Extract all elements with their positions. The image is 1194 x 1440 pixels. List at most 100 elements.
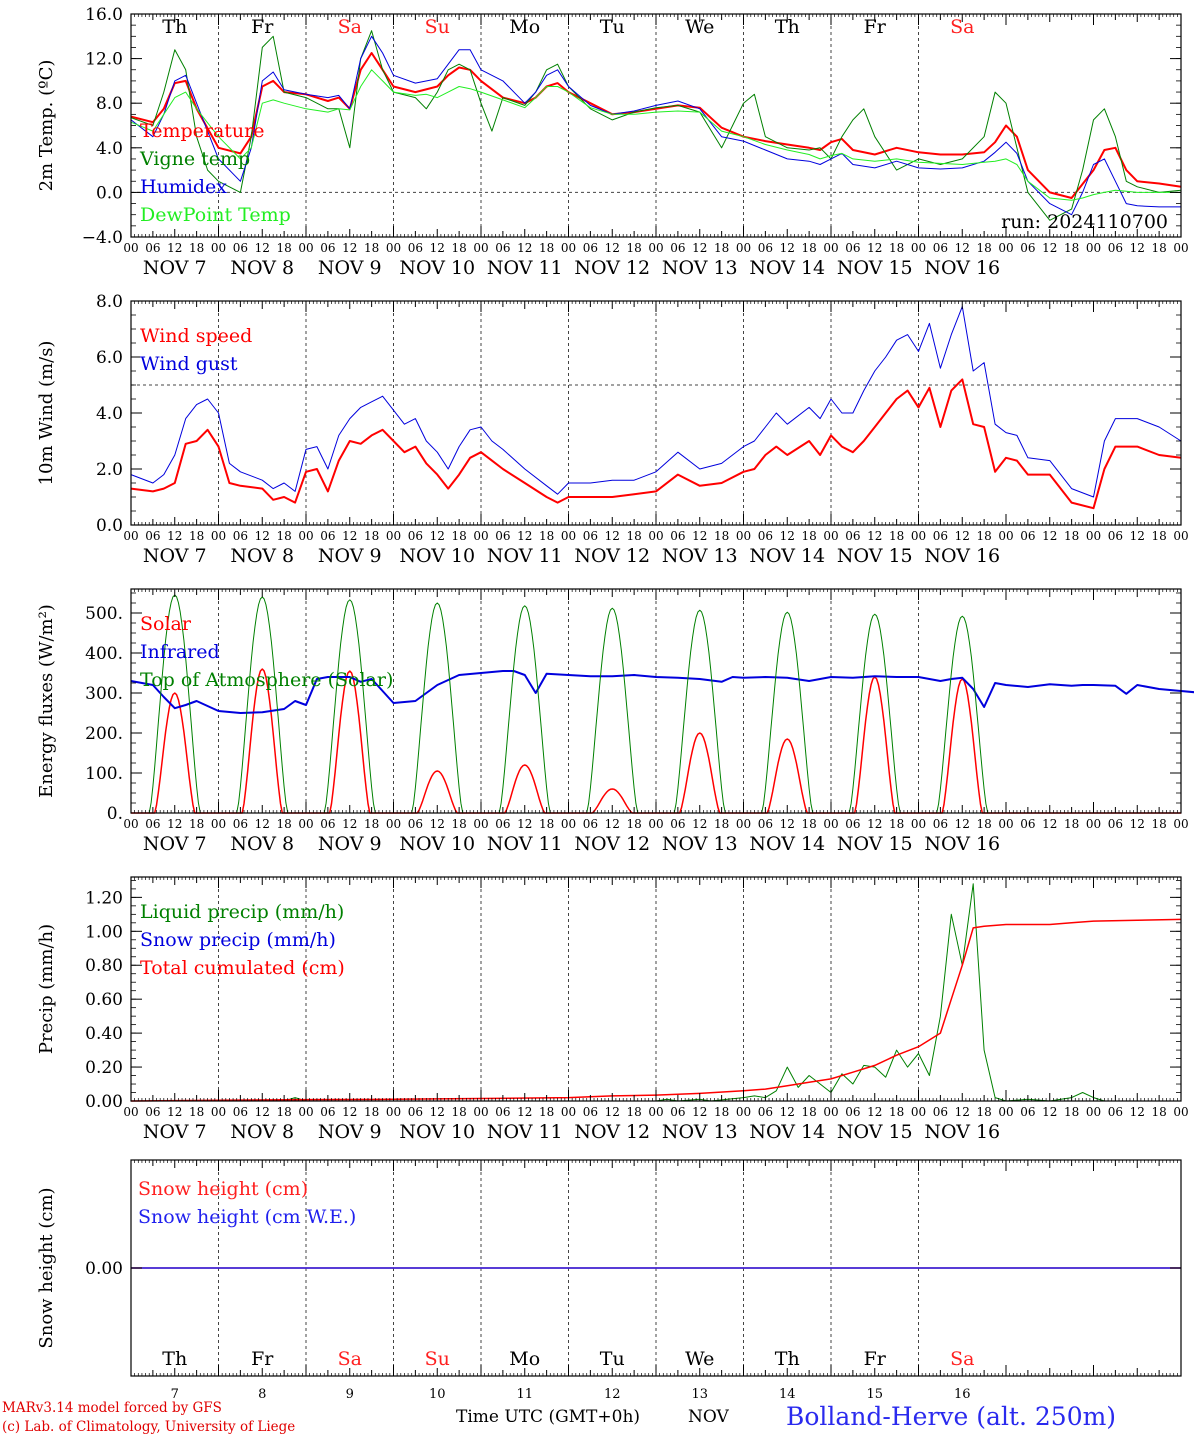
- weekday-label: Sa: [950, 16, 974, 38]
- series-line: [130, 52, 1182, 199]
- panel-2: 00 06 12 18 00 06 12 18 00 06 12 18 00 06 12 18 00 06 12 18…: [36, 292, 1189, 567]
- x-hour-label: 06: [845, 817, 860, 831]
- weekday-label: Fr: [864, 1348, 887, 1370]
- weekday-label: Mo: [509, 16, 540, 38]
- x-hour-label: 06: [1020, 1105, 1035, 1119]
- weekday-label: Sa: [950, 1348, 974, 1370]
- x-day-label: NOV 13: [662, 545, 738, 567]
- x-hour-label: 06: [670, 529, 685, 543]
- x-hour-label: 12: [167, 817, 182, 831]
- legend-entry: Snow height (cm W.E.): [138, 1206, 356, 1228]
- x-hour-label: 00: [123, 241, 138, 255]
- x-hour-label: 00: [1086, 817, 1101, 831]
- weekday-label: Su: [425, 16, 450, 38]
- x-hour-label: 00: [998, 529, 1013, 543]
- x-day-label: NOV 15: [837, 1121, 913, 1143]
- x-hour-label: 00: [561, 529, 576, 543]
- x-hour-label: 12: [342, 529, 357, 543]
- lab-credit: (c) Lab. of Climatology, University of L…: [2, 1419, 296, 1435]
- x-hour-label: 00: [298, 241, 313, 255]
- x-hour-label: 00: [211, 1105, 226, 1119]
- x-hour-label: 12: [342, 241, 357, 255]
- x-hour-label: 00: [998, 241, 1013, 255]
- day-number-label: 10: [429, 1387, 446, 1402]
- x-hour-label: 12: [692, 529, 707, 543]
- x-hour-label: 18: [539, 1105, 554, 1119]
- x-hour-label: 18: [189, 817, 204, 831]
- x-hour-label: 00: [561, 1105, 576, 1119]
- x-hour-label: 12: [955, 529, 970, 543]
- x-hour-label: 12: [255, 241, 270, 255]
- y-tick-label: 0.00: [85, 1259, 123, 1279]
- x-hour-label: 18: [276, 529, 291, 543]
- x-hour-label: 06: [495, 241, 510, 255]
- x-hour-label: 06: [758, 241, 773, 255]
- x-hour-label: 18: [189, 1105, 204, 1119]
- legend-entry: Infrared: [140, 641, 220, 663]
- x-hour-label: 12: [1130, 1105, 1145, 1119]
- legend-entry: DewPoint Temp: [140, 204, 291, 226]
- x-hour-label: 06: [583, 529, 598, 543]
- x-hour-label: 12: [430, 241, 445, 255]
- x-day-label: NOV 11: [487, 257, 563, 279]
- x-hour-label: 12: [517, 1105, 532, 1119]
- x-hour-label: 00: [473, 241, 488, 255]
- x-day-label: NOV 12: [574, 1121, 650, 1143]
- x-day-label: NOV 8: [230, 1121, 294, 1143]
- legend-entry: Solar: [140, 613, 192, 635]
- weekday-label: Tu: [600, 16, 625, 38]
- x-hour-label: 12: [1042, 529, 1057, 543]
- x-hour-label: 00: [561, 241, 576, 255]
- weekday-label: Sa: [338, 16, 362, 38]
- x-hour-label: 12: [780, 241, 795, 255]
- day-number-label: 16: [954, 1387, 971, 1402]
- x-hour-label: 06: [845, 241, 860, 255]
- x-hour-label: 06: [408, 241, 423, 255]
- x-hour-label: 00: [298, 1105, 313, 1119]
- series-line: [130, 69, 1181, 201]
- x-day-label: NOV 12: [574, 257, 650, 279]
- x-hour-label: 18: [626, 529, 641, 543]
- x-hour-label: 06: [1108, 1105, 1123, 1119]
- x-hour-label: 00: [911, 817, 926, 831]
- x-day-label: NOV 11: [487, 1121, 563, 1143]
- x-hour-label: 18: [1151, 817, 1166, 831]
- x-hour-label: 00: [386, 1105, 401, 1119]
- x-hour-label: 00: [1086, 529, 1101, 543]
- x-hour-label: 18: [189, 241, 204, 255]
- x-hour-label: 00: [211, 817, 226, 831]
- y-tick-label: −4.0: [82, 228, 123, 248]
- x-day-label: NOV 16: [924, 1121, 1000, 1143]
- y-tick-label: 1.20: [85, 888, 123, 908]
- x-hour-label: 00: [298, 817, 313, 831]
- x-hour-label: 06: [670, 817, 685, 831]
- x-day-label: NOV 10: [399, 545, 475, 567]
- x-day-label: NOV 11: [487, 545, 563, 567]
- x-hour-label: 12: [517, 241, 532, 255]
- x-hour-label: 00: [911, 529, 926, 543]
- x-hour-label: 18: [1064, 817, 1079, 831]
- x-hour-label: 12: [692, 817, 707, 831]
- x-hour-label: 18: [976, 529, 991, 543]
- x-hour-label: 18: [626, 1105, 641, 1119]
- x-hour-label: 12: [780, 1105, 795, 1119]
- x-hour-label: 18: [976, 817, 991, 831]
- x-day-label: NOV 16: [924, 257, 1000, 279]
- run-label: run: 2024110700: [1001, 211, 1168, 233]
- x-hour-label: 06: [145, 241, 160, 255]
- x-hour-label: 06: [495, 529, 510, 543]
- x-hour-label: 12: [605, 817, 620, 831]
- day-number-label: 9: [346, 1387, 354, 1402]
- x-hour-label: 18: [1151, 529, 1166, 543]
- model-credit: MARv3.14 model forced by GFS: [2, 1400, 222, 1416]
- panel-frame: [130, 588, 1182, 814]
- x-hour-label: 18: [1064, 1105, 1079, 1119]
- x-day-label: NOV 8: [230, 257, 294, 279]
- x-hour-label: 00: [473, 529, 488, 543]
- x-hour-label: 06: [145, 1105, 160, 1119]
- y-tick-label: 2.0: [96, 460, 123, 480]
- x-hour-label: 12: [955, 1105, 970, 1119]
- x-hour-label: 18: [889, 1105, 904, 1119]
- x-hour-label: 12: [692, 241, 707, 255]
- x-day-label: NOV 10: [399, 1121, 475, 1143]
